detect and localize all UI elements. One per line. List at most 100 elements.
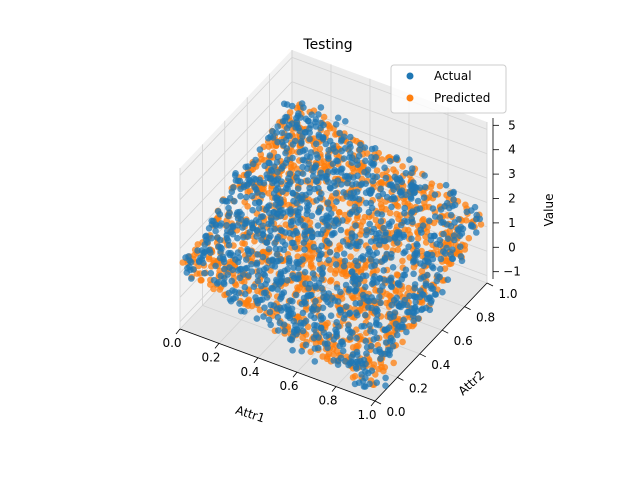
actual-point <box>265 134 272 142</box>
actual-point <box>288 221 295 229</box>
actual-point <box>312 178 320 185</box>
actual-point <box>294 177 302 184</box>
actual-point <box>358 360 366 367</box>
x-tick <box>253 357 259 364</box>
actual-point <box>289 272 296 279</box>
actual-point <box>353 209 360 216</box>
predicted-point <box>465 234 473 242</box>
actual-point <box>401 209 408 217</box>
actual-point <box>378 258 386 265</box>
predicted-point <box>353 214 361 222</box>
predicted-point <box>210 285 217 293</box>
actual-point <box>252 217 260 224</box>
predicted-point <box>401 199 409 207</box>
actual-point <box>471 203 479 211</box>
y-tick <box>464 306 471 310</box>
actual-point <box>225 249 232 257</box>
actual-point <box>353 242 360 249</box>
predicted-point <box>347 253 354 260</box>
actual-point <box>367 199 375 207</box>
z-tick-label: 0 <box>508 240 516 254</box>
actual-point <box>313 151 320 158</box>
predicted-point <box>240 300 248 307</box>
actual-point <box>278 293 285 301</box>
predicted-point <box>326 278 334 285</box>
z-gridline <box>179 81 488 200</box>
actual-point <box>248 268 256 275</box>
actual-point <box>446 204 453 212</box>
actual-point <box>389 343 397 350</box>
actual-point <box>298 138 305 145</box>
actual-point <box>412 298 420 306</box>
predicted-point <box>304 323 312 331</box>
actual-point <box>321 217 329 225</box>
actual-point <box>258 282 265 290</box>
actual-point <box>274 153 282 161</box>
actual-point <box>374 210 381 217</box>
actual-point <box>267 214 275 222</box>
actual-point <box>344 242 351 249</box>
x-tick-label: 0.2 <box>201 350 220 364</box>
actual-point <box>325 331 333 339</box>
actual-point <box>215 243 222 250</box>
predicted-point <box>380 367 387 375</box>
z-tick-label: 3 <box>508 167 516 181</box>
actual-point <box>207 269 215 277</box>
actual-point <box>205 225 213 232</box>
actual-point <box>305 160 313 168</box>
actual-point <box>308 111 316 118</box>
actual-point <box>301 268 309 276</box>
actual-point <box>241 284 249 291</box>
predicted-point <box>346 199 354 207</box>
actual-point <box>394 279 402 287</box>
x-tick-label: 0.4 <box>240 365 259 379</box>
predicted-point <box>401 226 409 234</box>
predicted-point <box>197 277 205 284</box>
predicted-point <box>335 209 343 216</box>
actual-point <box>351 288 359 295</box>
predicted-point <box>394 246 402 253</box>
actual-point <box>258 236 265 244</box>
actual-point <box>311 345 319 352</box>
actual-point <box>319 304 327 312</box>
actual-point <box>277 278 285 286</box>
predicted-point <box>390 359 398 367</box>
legend-label-predicted: Predicted <box>434 91 490 105</box>
actual-point <box>273 251 281 258</box>
actual-point <box>436 265 444 273</box>
actual-point <box>368 204 376 212</box>
actual-point <box>284 132 291 139</box>
actual-point <box>388 283 396 291</box>
actual-point <box>253 233 260 240</box>
actual-point <box>274 138 281 146</box>
predicted-point <box>296 284 303 291</box>
actual-point <box>451 219 458 226</box>
actual-point <box>389 264 397 271</box>
actual-point <box>456 232 464 240</box>
actual-point <box>248 192 256 200</box>
actual-point <box>280 100 288 108</box>
actual-point <box>241 220 249 228</box>
actual-point <box>266 308 274 316</box>
actual-point <box>377 218 385 225</box>
actual-point <box>413 293 420 301</box>
actual-point <box>225 212 232 220</box>
actual-point <box>329 294 336 302</box>
actual-point <box>324 298 331 306</box>
actual-point <box>201 241 209 248</box>
predicted-point <box>376 180 383 187</box>
actual-point <box>287 178 294 186</box>
actual-point <box>419 222 427 229</box>
actual-point <box>248 248 255 255</box>
actual-point <box>269 285 276 292</box>
actual-point <box>268 262 276 269</box>
actual-point <box>241 308 248 315</box>
predicted-point <box>244 203 251 210</box>
actual-point <box>457 253 465 260</box>
actual-point <box>249 225 256 232</box>
actual-point <box>325 205 333 212</box>
actual-point <box>303 153 311 160</box>
actual-point <box>323 293 331 301</box>
actual-point <box>241 290 249 298</box>
actual-point <box>299 156 307 164</box>
